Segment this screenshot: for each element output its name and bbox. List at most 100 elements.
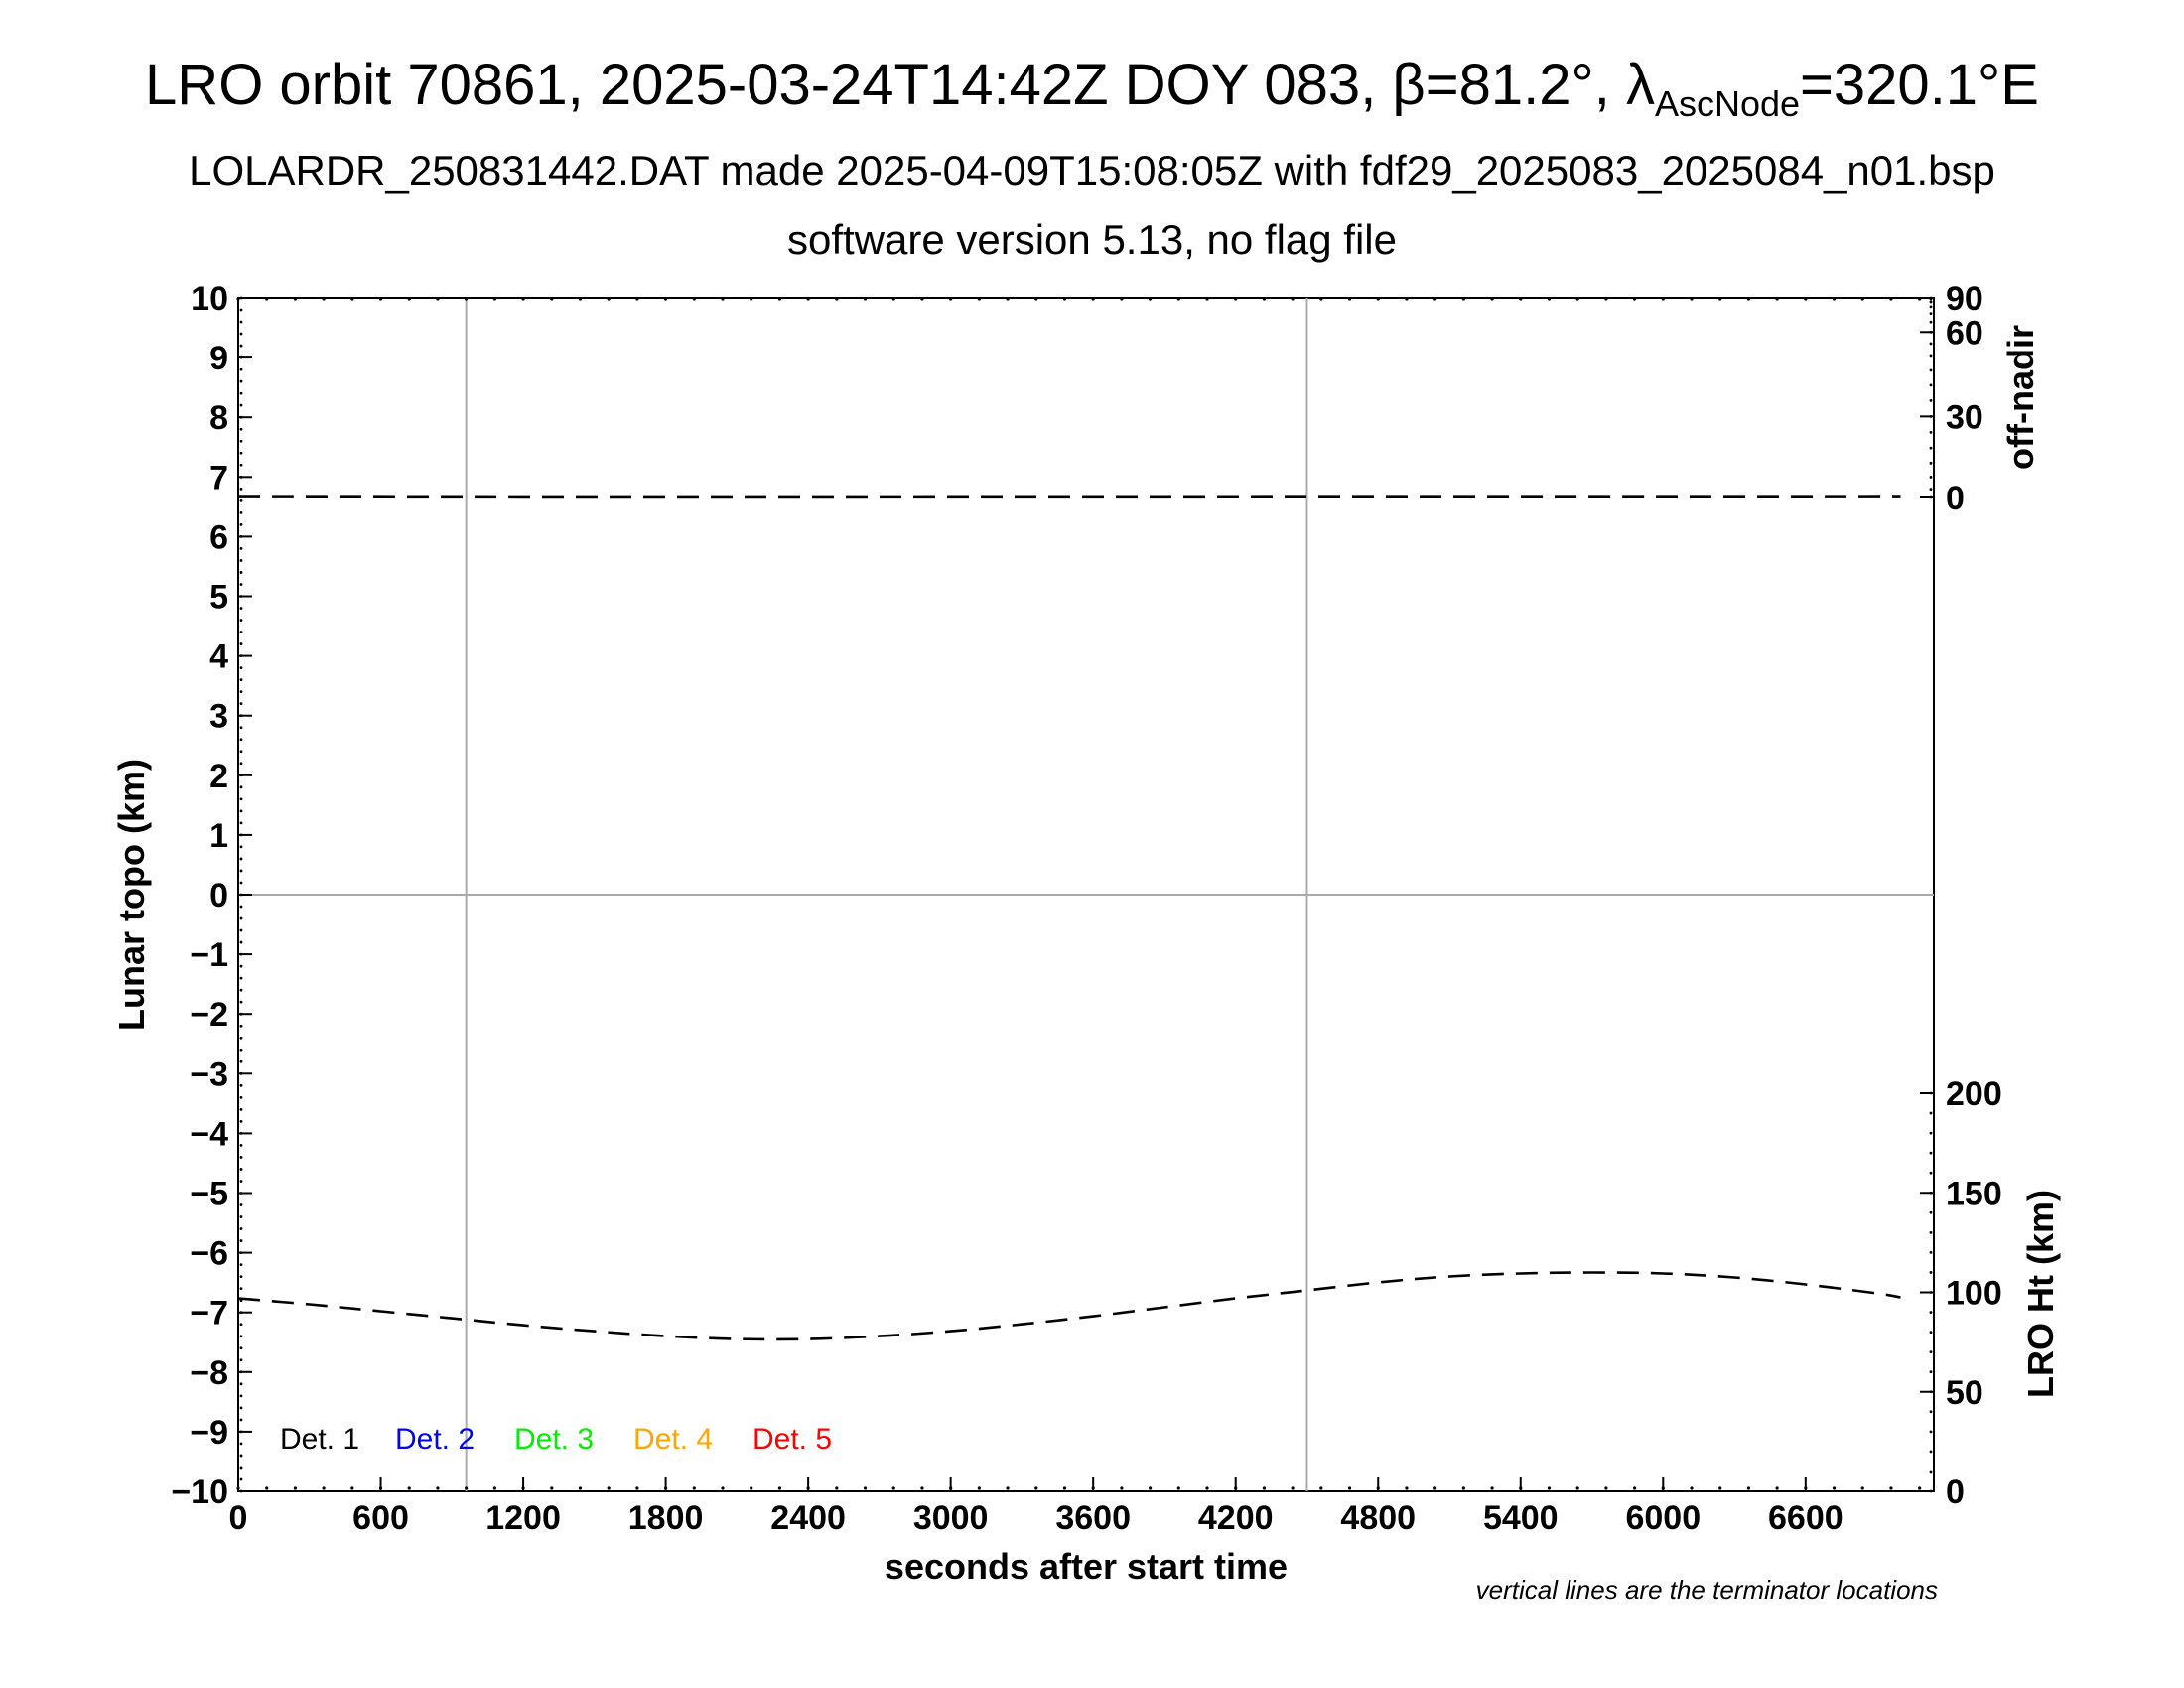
off-nadir-minor-tick — [1929, 488, 1933, 491]
y-minor-tick — [239, 571, 243, 574]
height-minor-tick — [1929, 1331, 1933, 1334]
x-minor-tick-top — [350, 297, 354, 301]
x-minor-tick-bottom — [1034, 1486, 1038, 1490]
y-minor-tick — [239, 1430, 243, 1434]
height-minor-tick — [1929, 1430, 1933, 1434]
chart-title-subscript: AscNode — [1654, 83, 1801, 124]
x-minor-tick-bottom — [1176, 1486, 1180, 1490]
height-tick-label: 150 — [1946, 1175, 2002, 1212]
x-minor-tick-bottom — [1006, 1486, 1010, 1490]
y-minor-tick — [239, 607, 243, 610]
off-nadir-tick-label: 30 — [1946, 398, 1983, 436]
y-minor-tick — [239, 1107, 243, 1111]
x-minor-tick-top — [721, 297, 725, 301]
y-minor-tick — [239, 916, 243, 920]
x-minor-tick-top — [1746, 297, 1751, 301]
y-tick-label: −10 — [171, 1474, 228, 1511]
x-tick-label: 3000 — [913, 1499, 989, 1537]
x-minor-tick-top — [1376, 297, 1380, 301]
x-minor-tick-bottom — [607, 1486, 611, 1490]
y-minor-tick — [239, 344, 243, 348]
x-minor-tick-top — [949, 297, 953, 301]
y-tick-label: 7 — [209, 459, 228, 496]
x-minor-tick-bottom — [1262, 1486, 1267, 1490]
x-minor-tick-bottom — [350, 1486, 354, 1490]
y-minor-tick — [239, 1454, 243, 1458]
y-minor-tick — [239, 439, 243, 443]
x-minor-tick-bottom — [1433, 1486, 1437, 1490]
x-minor-tick-top — [1604, 297, 1608, 301]
off-nadir-minor-tick — [1929, 330, 1933, 334]
x-minor-tick-top — [1347, 297, 1352, 301]
y-minor-tick — [239, 1489, 243, 1493]
chart-subtitle-software: software version 5.13, no flag file — [786, 216, 1397, 263]
x-minor-tick-top — [550, 297, 554, 301]
x-minor-tick-bottom — [1889, 1486, 1893, 1490]
x-tick-label: 3600 — [1055, 1499, 1131, 1537]
chart-title-suffix: =320.1°E — [1800, 53, 2039, 117]
x-minor-tick-bottom — [1746, 1486, 1751, 1490]
x-minor-tick-bottom — [1860, 1486, 1864, 1490]
y-tick-label: 8 — [209, 399, 228, 437]
y-minor-tick — [239, 1036, 243, 1040]
off-nadir-minor-tick — [1929, 446, 1933, 450]
y-minor-tick — [239, 1180, 243, 1183]
x-minor-tick-top — [1632, 297, 1637, 301]
height-minor-tick — [1929, 1410, 1933, 1414]
y-minor-tick — [239, 498, 243, 502]
x-minor-tick-bottom — [721, 1486, 725, 1490]
x-minor-tick-top — [322, 297, 326, 301]
y-minor-tick — [239, 1335, 243, 1338]
y-minor-tick — [239, 1323, 243, 1327]
y-minor-tick — [239, 1083, 243, 1087]
y-minor-tick — [239, 1466, 243, 1470]
height-minor-tick — [1929, 1350, 1933, 1354]
x-minor-tick-top — [663, 297, 668, 301]
y-minor-tick — [239, 881, 243, 885]
y-minor-tick — [239, 1132, 243, 1135]
x-minor-tick-bottom — [265, 1486, 269, 1490]
x-minor-tick-bottom — [920, 1486, 924, 1490]
off-nadir-tick-label: 90 — [1946, 280, 1983, 318]
x-minor-tick-bottom — [1775, 1486, 1779, 1490]
y-minor-tick — [239, 1071, 243, 1075]
off-nadir-tick-label: 60 — [1946, 314, 1983, 352]
y-minor-tick — [239, 833, 243, 837]
x-minor-tick-bottom — [692, 1486, 696, 1490]
x-tick-label: 1800 — [628, 1499, 704, 1537]
x-minor-tick-bottom — [1062, 1486, 1067, 1490]
y-minor-tick — [239, 1059, 243, 1063]
y-minor-tick — [239, 296, 243, 300]
y-minor-tick — [239, 1251, 243, 1254]
y-minor-tick — [239, 654, 243, 657]
height-minor-tick — [1929, 1111, 1933, 1115]
y-minor-tick — [239, 857, 243, 861]
y-minor-tick — [239, 320, 243, 324]
x-minor-tick-top — [1091, 297, 1095, 301]
x-minor-tick-top — [1062, 297, 1067, 301]
y-minor-tick — [239, 690, 243, 694]
x-minor-tick-bottom — [1405, 1486, 1409, 1490]
height-minor-tick — [1929, 1131, 1933, 1135]
y-tick-label: −8 — [190, 1354, 228, 1392]
x-minor-tick-bottom — [1347, 1486, 1352, 1490]
off-nadir-minor-tick — [1929, 296, 1933, 300]
x-tick-label: 6600 — [1768, 1499, 1843, 1537]
terminator-note: vertical lines are the terminator locati… — [1476, 1575, 1938, 1605]
y-minor-tick — [239, 1275, 243, 1279]
x-minor-tick-bottom — [1319, 1486, 1323, 1490]
height-minor-tick — [1929, 1210, 1933, 1214]
y-minor-tick — [239, 1263, 243, 1267]
x-minor-tick-bottom — [578, 1486, 583, 1490]
x-minor-tick-bottom — [835, 1486, 839, 1490]
y-tick-label: 1 — [209, 817, 228, 855]
y-minor-tick — [239, 1156, 243, 1159]
x-tick-label: 5400 — [1483, 1499, 1559, 1537]
x-tick-label: 1200 — [485, 1499, 561, 1537]
x-minor-tick-top — [835, 297, 839, 301]
x-minor-tick-top — [1461, 297, 1465, 301]
y-minor-tick — [239, 952, 243, 956]
chart-subtitle-file: LOLARDR_250831442.DAT made 2025-04-09T15… — [189, 147, 1995, 194]
x-minor-tick-bottom — [521, 1486, 525, 1490]
x-minor-tick-top — [1234, 297, 1238, 301]
